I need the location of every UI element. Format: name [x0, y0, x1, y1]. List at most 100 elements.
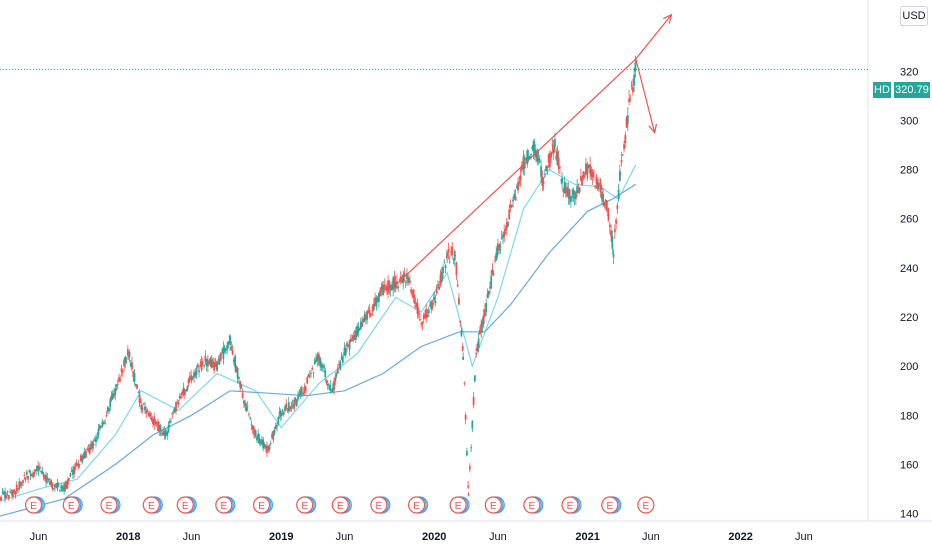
earnings-marker[interactable]: E: [637, 496, 655, 514]
earnings-marker[interactable]: E: [296, 496, 317, 514]
candle: [295, 398, 298, 408]
earnings-marker[interactable]: E: [100, 496, 121, 514]
earnings-marker[interactable]: E: [252, 496, 274, 514]
earnings-circle: [215, 496, 233, 514]
candle-body: [500, 237, 503, 239]
currency-label[interactable]: USD: [900, 6, 928, 26]
candle: [14, 491, 17, 499]
candle-body: [492, 273, 495, 275]
earnings-marker[interactable]: E: [24, 496, 46, 514]
candle: [358, 327, 361, 331]
candle: [77, 459, 80, 470]
candle: [308, 370, 311, 379]
candle-body: [205, 358, 208, 367]
candle: [604, 199, 607, 210]
earnings-marker[interactable]: E: [484, 496, 505, 514]
earnings-marker[interactable]: E: [62, 496, 83, 514]
candle-body: [543, 173, 546, 175]
y-tick-label: 260: [900, 214, 918, 226]
candle-body: [137, 392, 140, 394]
candle-body: [272, 431, 275, 440]
candle: [399, 271, 402, 285]
x-tick-label: Jun: [336, 531, 354, 543]
candle-body: [199, 364, 202, 367]
candle: [530, 153, 532, 160]
earnings-marker[interactable]: E: [176, 496, 197, 514]
candle-body: [313, 360, 316, 365]
earnings-marker[interactable]: E: [408, 496, 429, 514]
y-tick-label: 300: [900, 115, 918, 127]
earnings-marker[interactable]: E: [523, 496, 544, 514]
candle-body: [33, 472, 36, 475]
candle-body: [61, 486, 64, 491]
candle: [380, 282, 383, 296]
candle: [277, 415, 280, 426]
earnings-marker[interactable]: E: [215, 496, 236, 514]
candle: [585, 157, 587, 176]
candle-body: [129, 362, 132, 367]
candle-body: [170, 420, 172, 422]
candle: [396, 274, 398, 290]
candle: [245, 402, 248, 413]
candle-body: [531, 146, 534, 150]
candle: [487, 290, 490, 299]
candle-body: [437, 284, 439, 287]
earnings-marker[interactable]: E: [370, 496, 391, 514]
candle-body: [12, 494, 14, 498]
candle: [566, 182, 568, 197]
candle: [324, 367, 327, 382]
projection-arrow-up[interactable]: [635, 14, 672, 60]
candle-body: [485, 303, 488, 312]
candle-body: [19, 481, 22, 486]
earnings-marker[interactable]: E: [142, 496, 163, 514]
candle: [500, 230, 503, 240]
candle-body: [120, 368, 123, 372]
candle-body: [217, 359, 220, 361]
candle: [555, 147, 558, 161]
candle: [507, 220, 509, 228]
candle-body: [109, 399, 112, 408]
earnings-marker[interactable]: E: [449, 496, 470, 514]
candle-body: [245, 407, 248, 412]
candle-body: [136, 384, 138, 389]
candle-body: [537, 158, 540, 162]
candle-body: [45, 475, 48, 483]
candle-body: [4, 491, 6, 499]
earnings-marker[interactable]: E: [561, 496, 582, 514]
candle-body: [444, 265, 447, 269]
candle-body: [190, 375, 193, 377]
candle-body: [302, 393, 304, 395]
candle: [354, 326, 357, 343]
candle: [429, 300, 431, 308]
earnings-circle: [296, 496, 314, 514]
candle: [221, 348, 224, 354]
y-tick-label: 180: [900, 410, 918, 422]
candle: [316, 352, 319, 367]
candle: [559, 166, 561, 175]
drawn-annotations[interactable]: [0, 13, 868, 286]
candle-body: [438, 286, 441, 290]
candle-body: [66, 478, 69, 485]
candle-body: [414, 297, 416, 304]
candle: [96, 432, 99, 442]
resistance-trendline[interactable]: [395, 58, 637, 286]
candle: [382, 281, 384, 297]
candle: [236, 367, 239, 384]
candle: [582, 171, 585, 181]
projection-arrow-down[interactable]: [635, 58, 656, 133]
candle-body: [433, 296, 436, 301]
candle: [40, 470, 42, 474]
candle-body: [209, 358, 212, 366]
earnings-marker[interactable]: E: [331, 496, 352, 514]
candle: [409, 275, 411, 285]
earnings-marker[interactable]: E: [601, 496, 622, 514]
candle-body: [603, 202, 606, 206]
candle-body: [431, 302, 434, 308]
candle: [630, 80, 633, 91]
candle: [271, 431, 273, 440]
candle-body: [595, 176, 598, 184]
candle: [419, 313, 421, 322]
